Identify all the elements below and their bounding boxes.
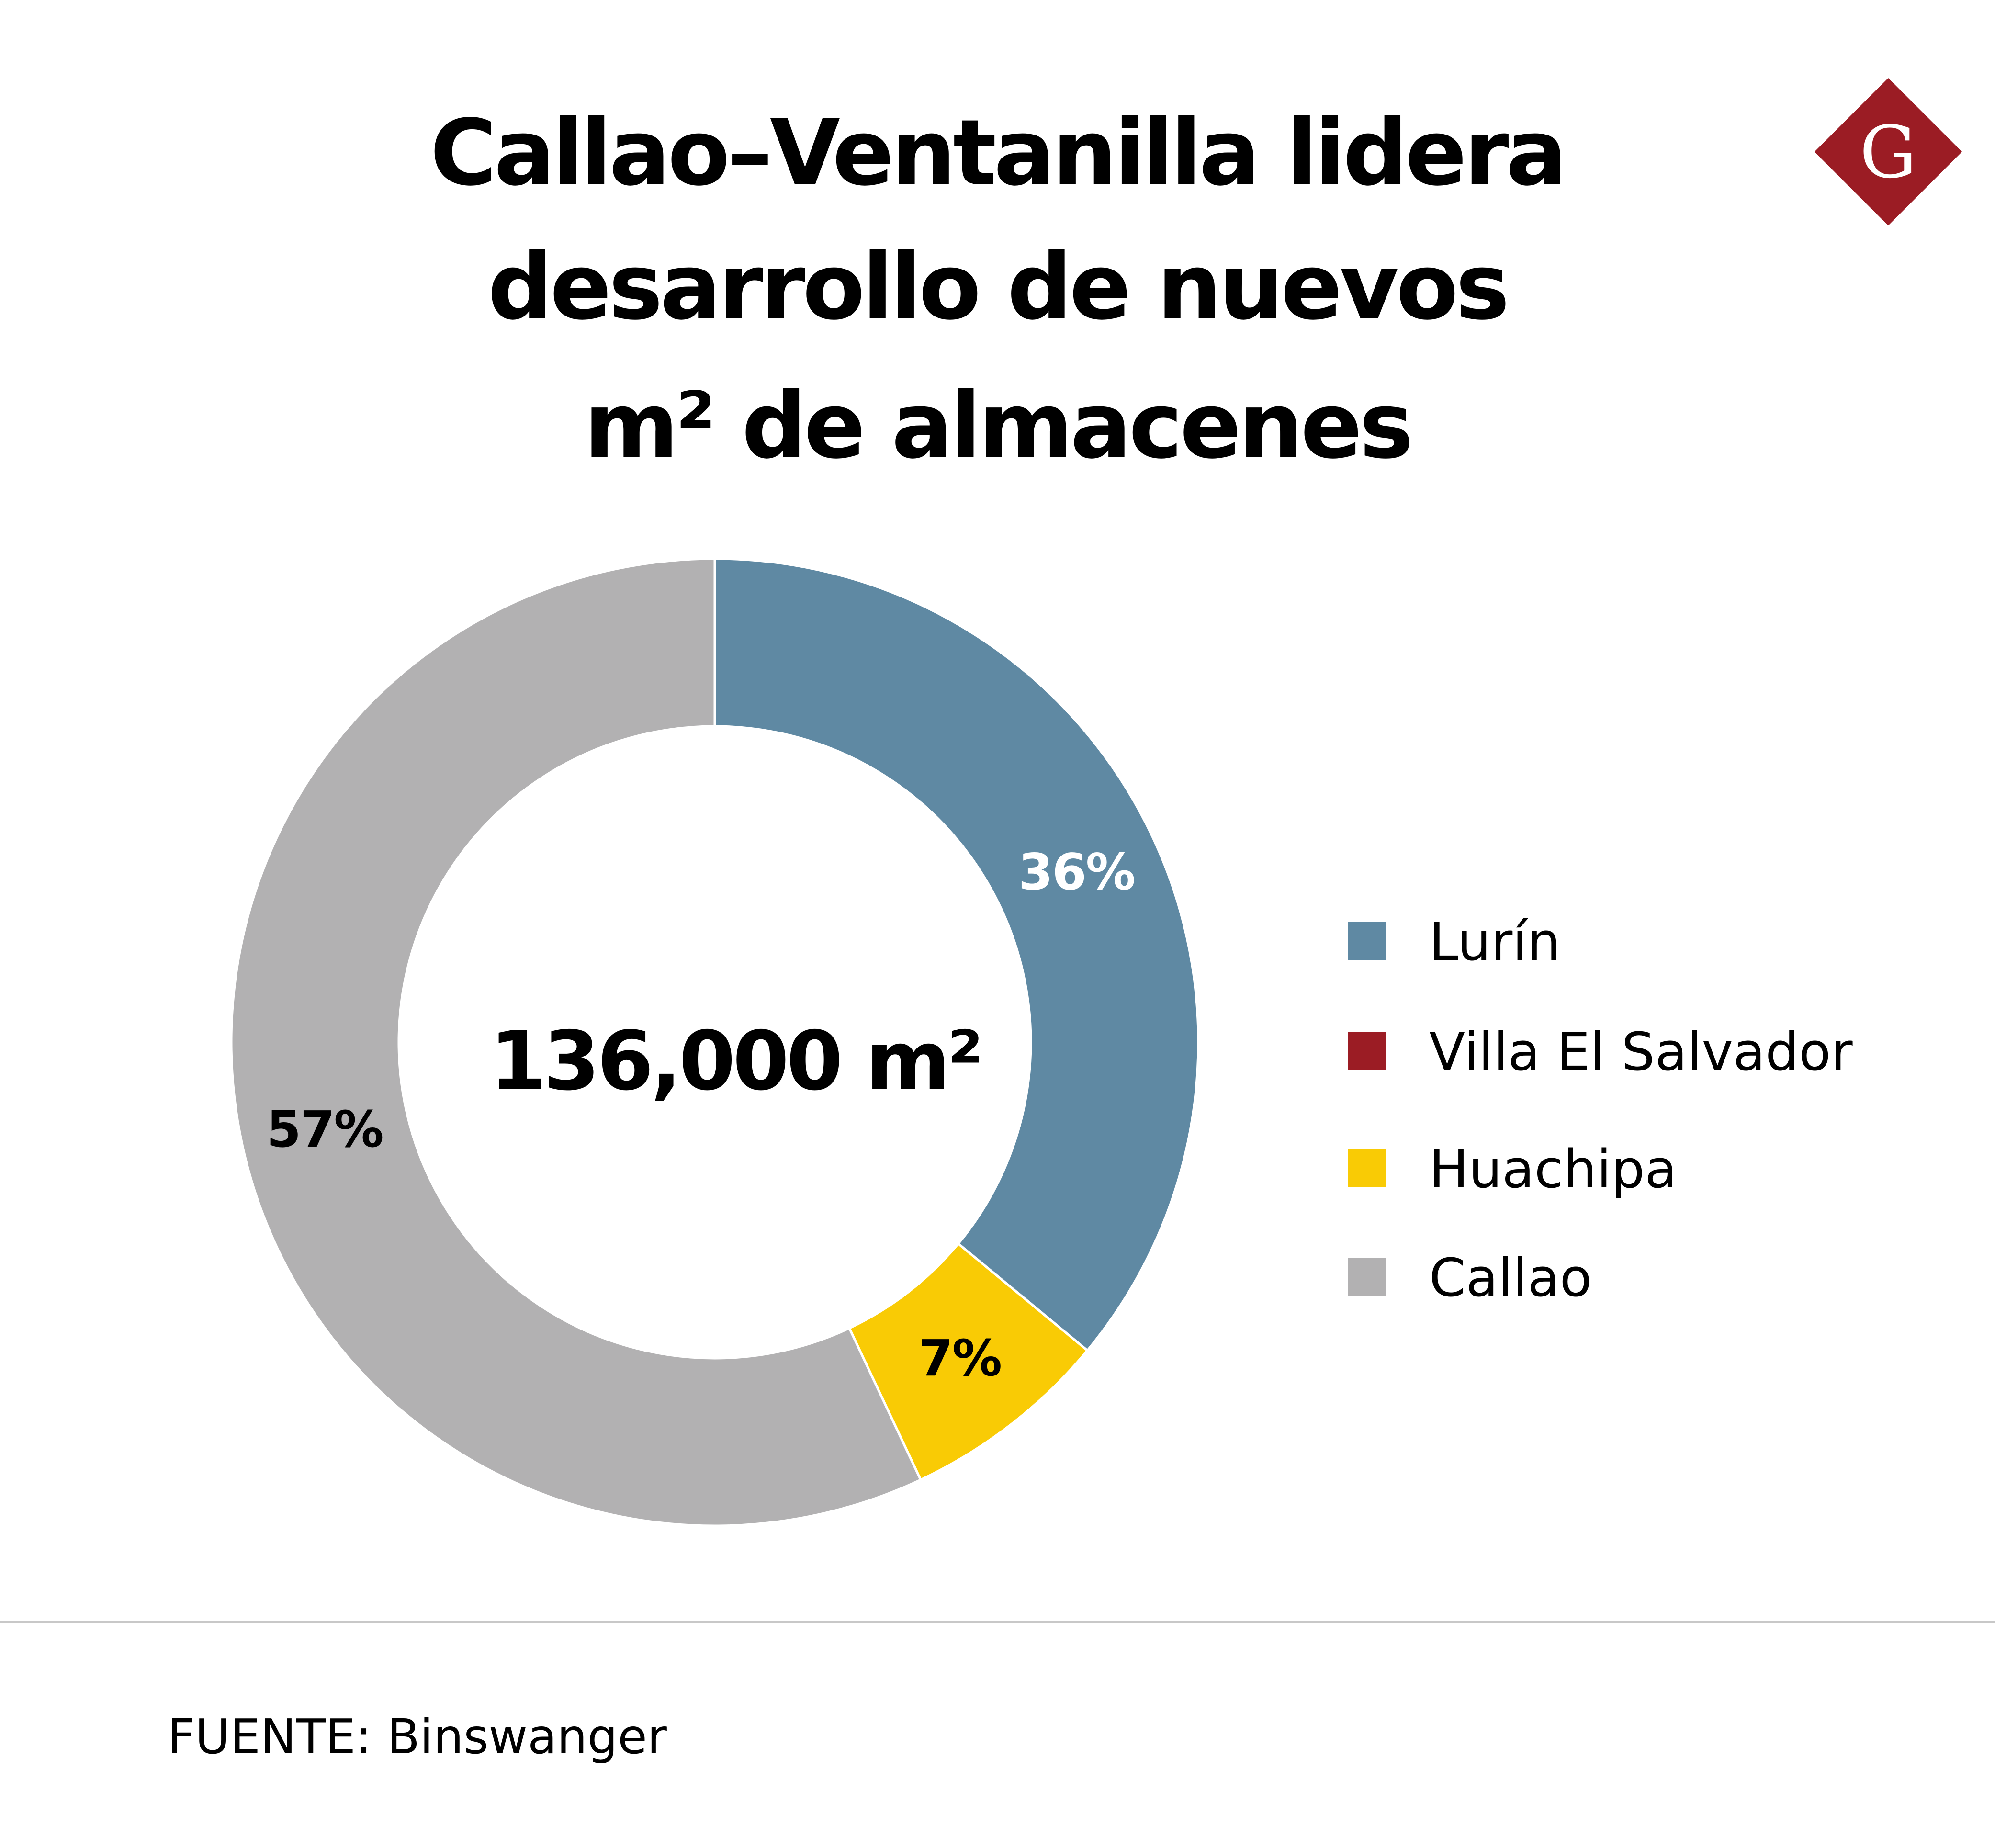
legend-swatch-huachipa bbox=[1348, 1149, 1386, 1187]
slice-label-huachipa: 7% bbox=[918, 1329, 1001, 1387]
legend-swatch-lurin bbox=[1348, 922, 1386, 960]
legend-item-lurin: Lurín bbox=[1348, 911, 1561, 972]
g-diamond-logo-icon: G bbox=[1814, 78, 1962, 226]
legend-swatch-callao bbox=[1348, 1258, 1386, 1296]
slice-labels: 36% 7% 57% bbox=[267, 843, 1136, 1387]
slice-callao bbox=[230, 557, 923, 1527]
legend-item-villa-el-salvador: Villa El Salvador bbox=[1348, 1021, 1853, 1082]
chart-title: Callao–Ventanilla lidera desarrollo de n… bbox=[430, 100, 1567, 479]
legend-item-callao: Callao bbox=[1348, 1247, 1592, 1308]
legend-label-villa-el-salvador: Villa El Salvador bbox=[1429, 1021, 1853, 1082]
source-note: FUENTE: Binswanger bbox=[168, 1709, 667, 1765]
center-total-label: 136,000 m² bbox=[489, 1014, 980, 1109]
slice-label-callao: 57% bbox=[267, 1100, 383, 1159]
legend-label-lurin: Lurín bbox=[1429, 911, 1561, 972]
slice-lurin bbox=[713, 557, 1200, 1352]
title-line-1: Callao–Ventanilla lidera bbox=[430, 100, 1565, 206]
logo-letter: G bbox=[1860, 111, 1917, 194]
title-line-2: desarrollo de nuevos bbox=[488, 234, 1507, 340]
chart-legend: Lurín Villa El Salvador Huachipa Callao bbox=[1348, 911, 1853, 1308]
legend-label-huachipa: Huachipa bbox=[1429, 1138, 1677, 1200]
title-line-3: m² de almacenes bbox=[584, 373, 1411, 479]
donut-chart bbox=[230, 557, 1200, 1527]
legend-label-callao: Callao bbox=[1429, 1247, 1592, 1308]
legend-swatch-villa-el-salvador bbox=[1348, 1032, 1386, 1070]
slice-label-lurin: 36% bbox=[1018, 843, 1135, 901]
legend-item-huachipa: Huachipa bbox=[1348, 1138, 1677, 1200]
